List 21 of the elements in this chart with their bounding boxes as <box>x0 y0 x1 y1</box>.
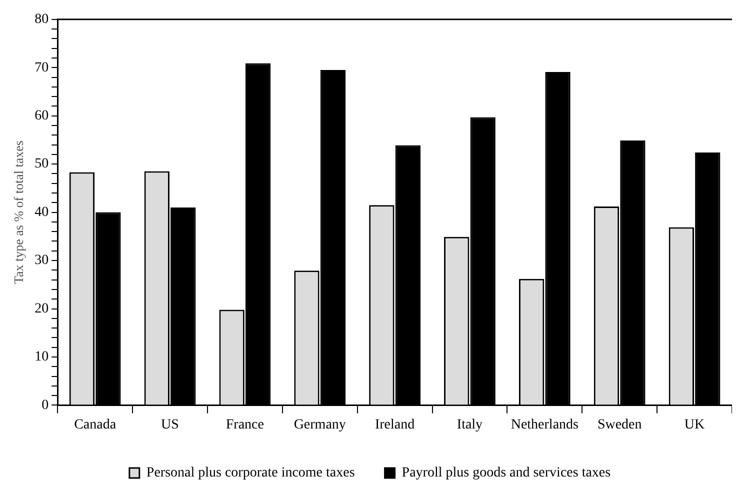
y-tick-label: 30 <box>34 253 49 268</box>
y-tick-label: 60 <box>34 108 49 124</box>
y-tick-label: 70 <box>34 60 49 76</box>
x-tick-label: France <box>226 417 264 432</box>
x-tick-label: Ireland <box>374 417 415 432</box>
legend-label: Personal plus corporate income taxes <box>146 466 355 481</box>
y-tick-label: 10 <box>34 350 49 365</box>
x-tick-label: Italy <box>456 417 483 432</box>
x-tick-label: Canada <box>74 417 117 432</box>
legend-label: Payroll plus goods and services taxes <box>402 466 611 481</box>
y-tick-label: 20 <box>34 301 49 316</box>
x-tick-label: UK <box>684 417 705 432</box>
y-tick-label: 40 <box>34 204 49 220</box>
x-tick-label: Sweden <box>597 417 642 432</box>
y-tick-label: 80 <box>34 12 49 28</box>
x-tick-label: Netherlands <box>510 417 578 432</box>
y-tick-label: 50 <box>34 156 49 172</box>
y-tick-label: 0 <box>42 398 49 413</box>
y-axis-title: Tax type as % of total taxes <box>11 140 26 284</box>
x-tick-label: US <box>161 417 179 432</box>
x-tick-label: Germany <box>294 417 346 432</box>
